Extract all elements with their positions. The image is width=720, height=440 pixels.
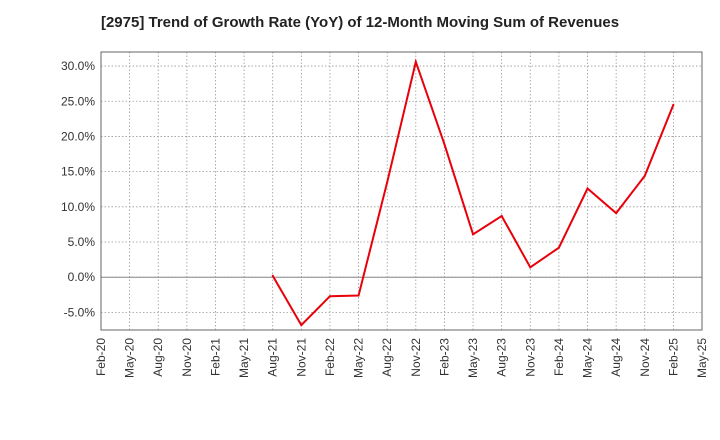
data-point [328,295,331,298]
data-point [271,274,274,277]
x-tick-label: Feb-22 [323,338,337,376]
x-tick-label: Aug-20 [151,338,165,377]
x-tick-label: Nov-21 [294,338,308,377]
data-point [557,246,560,249]
x-tick-label: Aug-23 [495,338,509,377]
x-tick-label: Feb-23 [437,338,451,376]
x-tick-label: Feb-25 [666,338,680,376]
data-point [357,294,360,297]
x-tick-label: Nov-22 [409,338,423,377]
x-tick-label: May-23 [466,338,480,378]
y-tick-label: 10.0% [61,200,95,214]
data-point [529,266,532,269]
y-tick-label: 0.0% [68,270,96,284]
x-tick-label: Nov-24 [638,338,652,377]
y-tick-label: 5.0% [68,235,96,249]
y-tick-label: 20.0% [61,129,95,143]
data-point [414,60,417,63]
y-tick-label: 25.0% [61,94,95,108]
x-tick-label: Nov-20 [180,338,194,377]
x-tick-label: Feb-21 [208,338,222,376]
data-point [500,214,503,217]
data-point [615,212,618,215]
x-tick-label: Feb-24 [552,338,566,376]
data-point [586,187,589,190]
x-tick-label: May-24 [581,338,595,378]
x-tick-label: May-21 [237,338,251,378]
data-point [300,324,303,327]
x-tick-label: Aug-22 [380,338,394,377]
x-tick-label: Aug-21 [266,338,280,377]
y-tick-label: 15.0% [61,165,95,179]
plot-area [101,52,702,330]
data-point [472,233,475,236]
x-tick-label: May-25 [695,338,709,378]
data-point [643,174,646,177]
y-tick-label: -5.0% [64,305,96,319]
x-tick-label: Feb-20 [94,338,108,376]
data-point [386,181,389,184]
x-tick-label: Nov-23 [523,338,537,377]
data-point [443,143,446,146]
plot-border [100,51,703,331]
x-tick-label: Aug-24 [609,338,623,377]
x-tick-label: May-22 [352,338,366,378]
chart-title: [2975] Trend of Growth Rate (YoY) of 12-… [100,14,620,31]
x-tick-label: May-20 [123,338,137,378]
y-tick-label: 30.0% [61,59,95,73]
data-point [672,103,675,106]
